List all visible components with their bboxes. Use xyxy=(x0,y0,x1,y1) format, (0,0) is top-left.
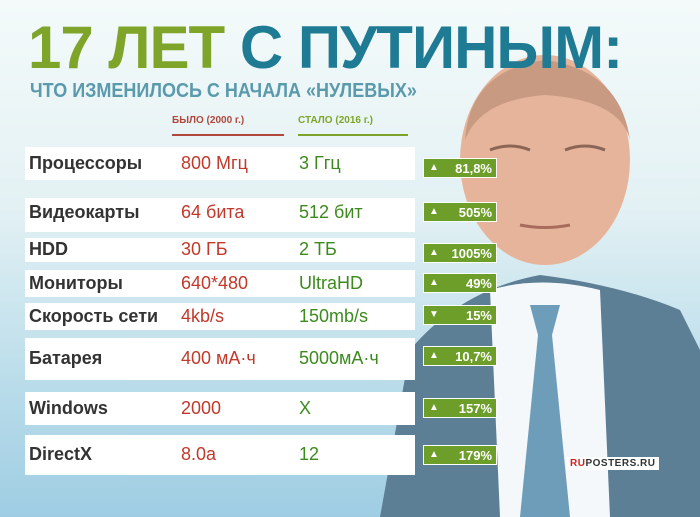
change-percent: 179% xyxy=(458,448,492,463)
change-percent: 81,8% xyxy=(455,161,492,176)
table-row: Скорость сети 4kb/s 150mb/s xyxy=(25,303,415,330)
arrow-up-icon: ▲ xyxy=(429,206,439,217)
column-header-after: СТАЛО (2016 г.) xyxy=(298,115,408,136)
change-badge: ▲ 49% xyxy=(423,273,497,293)
change-badge: ▲ 10,7% xyxy=(423,346,497,366)
value-before: 64 бита xyxy=(181,202,245,222)
value-after: 2 ТБ xyxy=(299,239,337,259)
row-label: Процессоры xyxy=(29,152,143,173)
change-badge: ▲ 1005% xyxy=(423,243,497,263)
change-badge: ▲ 505% xyxy=(423,202,497,222)
value-before: 4kb/s xyxy=(181,305,225,326)
table-row: Видеокарты 64 бита 512 бит xyxy=(25,198,415,232)
value-after: 5000мА·ч xyxy=(299,348,379,368)
row-label: Мониторы xyxy=(29,272,123,293)
change-badge: ▲ 179% xyxy=(423,445,497,465)
change-percent: 505% xyxy=(458,205,492,220)
arrow-up-icon: ▲ xyxy=(429,402,439,413)
arrow-up-icon: ▲ xyxy=(429,350,439,361)
row-label: Windows xyxy=(29,397,108,418)
table-row: HDD 30 ГБ 2 ТБ xyxy=(25,238,415,262)
row-label: Батарея xyxy=(29,348,103,368)
value-before: 2000 xyxy=(181,397,222,418)
value-after: 150mb/s xyxy=(299,305,369,326)
change-percent: 1005% xyxy=(451,246,492,261)
change-badge: ▲ 157% xyxy=(423,398,497,418)
arrow-up-icon: ▲ xyxy=(429,247,439,258)
change-badge: ▲ 81,8% xyxy=(423,158,497,178)
value-after: UltraHD xyxy=(299,272,364,293)
value-after: 512 бит xyxy=(299,202,363,222)
row-label: HDD xyxy=(29,239,68,259)
column-header-before: БЫЛО (2000 г.) xyxy=(172,115,284,136)
table-row: Мониторы 640*480 UltraHD xyxy=(25,270,415,297)
row-label: Скорость сети xyxy=(29,305,159,326)
arrow-up-icon: ▲ xyxy=(429,449,439,460)
change-percent: 15% xyxy=(465,308,492,323)
page-subtitle: ЧТО ИЗМЕНИЛОСЬ С НАЧАЛА «НУЛЕВЫХ» xyxy=(30,80,417,102)
page-title: 17 ЛЕТ С ПУТИНЫМ: xyxy=(28,14,623,81)
change-badge: ▼ 15% xyxy=(423,305,497,325)
row-label: Видеокарты xyxy=(29,202,140,222)
change-percent: 10,7% xyxy=(455,349,492,364)
value-before: 800 Мгц xyxy=(181,152,248,173)
table-row: Батарея 400 мА·ч 5000мА·ч xyxy=(25,338,415,380)
arrow-up-icon: ▲ xyxy=(429,277,439,288)
value-before: 8.0a xyxy=(181,444,217,464)
arrow-down-icon: ▼ xyxy=(429,309,439,320)
table-row: Windows 2000 X xyxy=(25,392,415,425)
value-before: 400 мА·ч xyxy=(181,348,256,368)
watermark-logo: RUPOSTERS.RU xyxy=(566,457,660,470)
value-after: 12 xyxy=(299,444,320,464)
value-before: 30 ГБ xyxy=(181,239,228,259)
row-label: DirectX xyxy=(29,444,93,464)
value-after: 3 Ггц xyxy=(299,152,341,173)
change-percent: 157% xyxy=(458,401,492,416)
table-row: Процессоры 800 Мгц 3 Ггц xyxy=(25,147,415,180)
change-percent: 49% xyxy=(465,276,492,291)
value-after: X xyxy=(299,397,312,418)
value-before: 640*480 xyxy=(181,272,249,293)
table-row: DirectX 8.0a 12 xyxy=(25,435,415,475)
arrow-up-icon: ▲ xyxy=(429,162,439,173)
